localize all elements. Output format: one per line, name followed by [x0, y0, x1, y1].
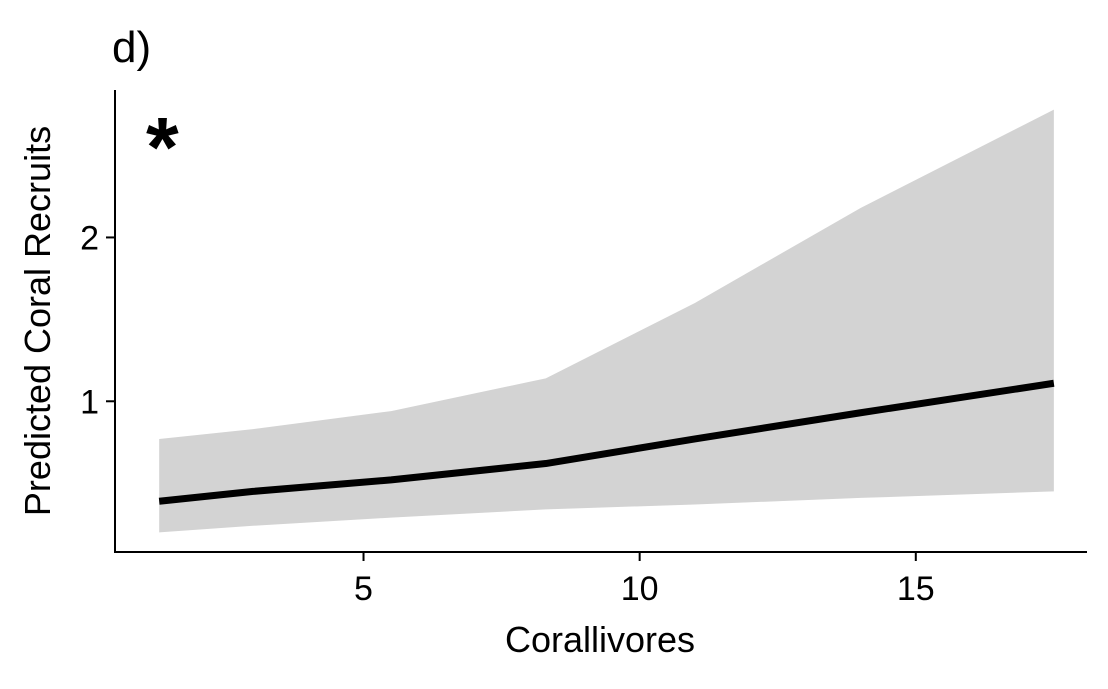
y-tick-label-1: 1 — [80, 383, 99, 421]
text-layer: d) * Corallivores Predicted Coral Recrui… — [17, 23, 695, 660]
series-line-predicted — [158, 379, 1055, 505]
series-line-layer — [158, 379, 1055, 505]
x-tick-label-5: 5 — [354, 570, 373, 608]
y-tick-label-2: 2 — [80, 219, 99, 257]
confidence-band-layer — [159, 109, 1054, 533]
significance-marker: * — [146, 100, 179, 194]
y-axis-title: Predicted Coral Recruits — [17, 126, 58, 516]
x-tick-label-15: 15 — [897, 570, 935, 608]
panel-label: d) — [112, 23, 151, 72]
confidence-band — [159, 109, 1054, 533]
x-tick-label-10: 10 — [621, 570, 659, 608]
axes-layer: 5 10 15 1 2 — [80, 90, 1087, 608]
x-axis-title: Corallivores — [505, 619, 695, 660]
